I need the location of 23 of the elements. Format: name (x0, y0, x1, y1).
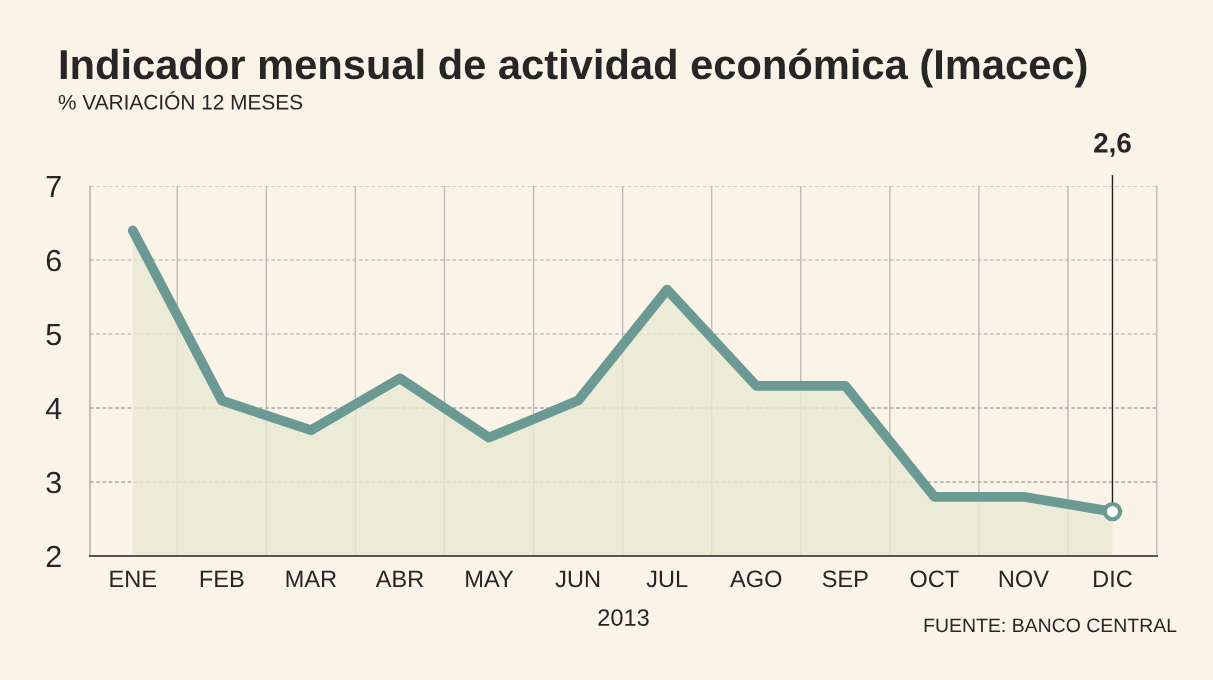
x-tick-label: JUN (555, 570, 600, 588)
x-tick-label: NOV (999, 570, 1049, 588)
x-tick-label: MAY (466, 570, 514, 587)
x-tick-label: AGO (730, 570, 782, 588)
y-tick-label: 6 (46, 249, 61, 272)
x-tick-label: DIC (1094, 570, 1132, 588)
annotation: 2,6 (1094, 133, 1131, 157)
y-tick-label: 3 (46, 471, 61, 494)
y-tick-label: 5 (46, 324, 61, 346)
x-tick-label: ABR (375, 570, 424, 587)
x-tick-label: ENE (110, 570, 157, 587)
y-tick-label: 4 (45, 398, 62, 420)
y-tick-label: 7 (46, 176, 61, 198)
source-note: FUENTE: BANCO CENTRAL (924, 618, 1177, 633)
x-tick-label: JUL (646, 570, 688, 588)
x-tick-label: FEB (200, 570, 244, 587)
y-tick-label: 2 (46, 545, 61, 568)
x-tick-label: MAR (286, 570, 337, 587)
x-tick-label: OCT (910, 570, 959, 588)
x-tick-label: SEP (822, 570, 868, 588)
chart-title: Indicador mensual de actividad económica (Imacec) (60, 48, 1087, 88)
x-axis-title: 2013 (598, 609, 649, 626)
chart-subtitle: % VARIACIÓN 12 MESES (58, 91, 303, 110)
